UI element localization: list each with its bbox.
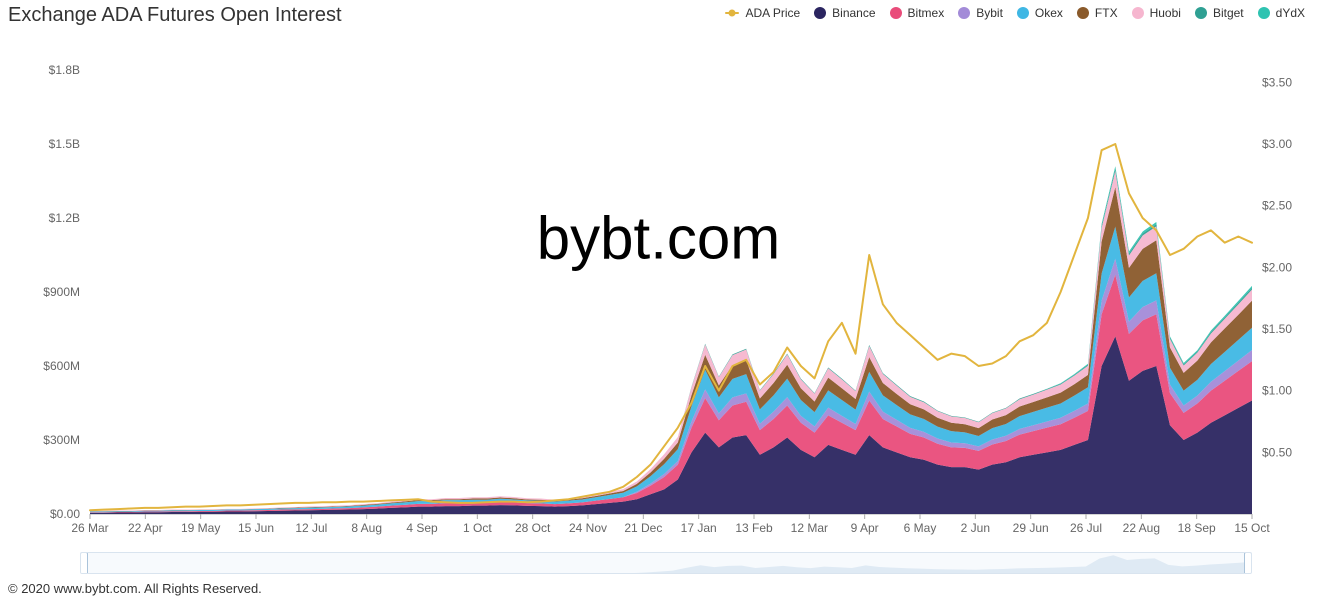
range-slider-handle-right[interactable]	[1244, 552, 1252, 574]
legend-swatch	[814, 7, 826, 19]
legend-swatch	[1077, 7, 1089, 19]
svg-text:$3.50: $3.50	[1262, 75, 1292, 89]
svg-text:$3.00: $3.00	[1262, 137, 1292, 151]
svg-text:24 Nov: 24 Nov	[569, 521, 607, 535]
svg-text:$900M: $900M	[43, 285, 80, 299]
legend-item-bybit[interactable]: Bybit	[958, 6, 1003, 20]
legend-label: Bybit	[976, 6, 1003, 20]
legend-item-binance[interactable]: Binance	[814, 6, 875, 20]
legend-item-ftx[interactable]: FTX	[1077, 6, 1118, 20]
svg-text:17 Jan: 17 Jan	[681, 521, 717, 535]
chart-svg: $0.00 $300M $600M $900M $1.2B $1.5B $1.8B $0.50…	[0, 30, 1317, 550]
svg-text:$1.2B: $1.2B	[49, 211, 80, 225]
svg-text:$0.00: $0.00	[50, 507, 80, 521]
legend-label: Okex	[1035, 6, 1063, 20]
svg-text:26 Mar: 26 Mar	[71, 521, 108, 535]
legend-label: ADA Price	[745, 6, 800, 20]
svg-text:6 May: 6 May	[904, 521, 937, 535]
chart-root: Exchange ADA Futures Open Interest ADA P…	[0, 0, 1317, 600]
svg-text:$2.50: $2.50	[1262, 199, 1292, 213]
legend-label: Bitget	[1213, 6, 1244, 20]
svg-text:29 Jun: 29 Jun	[1013, 521, 1049, 535]
svg-text:$1.00: $1.00	[1262, 384, 1292, 398]
svg-text:$0.50: $0.50	[1262, 445, 1292, 459]
svg-text:28 Oct: 28 Oct	[515, 521, 551, 535]
svg-text:15 Jun: 15 Jun	[238, 521, 274, 535]
legend-swatch	[1132, 7, 1144, 19]
svg-text:21 Dec: 21 Dec	[624, 521, 662, 535]
legend-swatch	[1258, 7, 1270, 19]
svg-text:2 Jun: 2 Jun	[961, 521, 990, 535]
svg-text:22 Apr: 22 Apr	[128, 521, 163, 535]
legend-label: Huobi	[1150, 6, 1181, 20]
legend-item-huobi[interactable]: Huobi	[1132, 6, 1181, 20]
legend-swatch	[958, 7, 970, 19]
legend-item-bitget[interactable]: Bitget	[1195, 6, 1244, 20]
legend-item-bitmex[interactable]: Bitmex	[890, 6, 945, 20]
svg-text:13 Feb: 13 Feb	[735, 521, 773, 535]
legend-item-okex[interactable]: Okex	[1017, 6, 1063, 20]
svg-text:8 Aug: 8 Aug	[351, 521, 382, 535]
range-slider-handle-left[interactable]	[80, 552, 88, 574]
svg-text:4 Sep: 4 Sep	[406, 521, 438, 535]
copyright-text: © 2020 www.bybt.com. All Rights Reserved…	[8, 581, 262, 596]
svg-text:$1.50: $1.50	[1262, 322, 1292, 336]
svg-text:18 Sep: 18 Sep	[1178, 521, 1216, 535]
svg-text:15 Oct: 15 Oct	[1234, 521, 1270, 535]
svg-text:26 Jul: 26 Jul	[1070, 521, 1102, 535]
svg-text:$1.8B: $1.8B	[49, 63, 80, 77]
legend-label: dYdX	[1276, 6, 1305, 20]
svg-text:22 Aug: 22 Aug	[1123, 521, 1160, 535]
legend-swatch	[890, 7, 902, 19]
legend: ADA Price Binance Bitmex Bybit Okex FTX Huobi B…	[725, 6, 1305, 20]
range-slider[interactable]	[80, 552, 1252, 574]
legend-item-dydx[interactable]: dYdX	[1258, 6, 1305, 20]
legend-label: Bitmex	[908, 6, 945, 20]
legend-item-ada-price[interactable]: ADA Price	[725, 6, 800, 20]
svg-text:1 Oct: 1 Oct	[463, 521, 492, 535]
svg-text:$1.5B: $1.5B	[49, 137, 80, 151]
range-slider-mini	[81, 553, 1251, 574]
legend-label: FTX	[1095, 6, 1118, 20]
legend-swatch	[1195, 7, 1207, 19]
chart-title: Exchange ADA Futures Open Interest	[8, 4, 342, 27]
svg-text:$600M: $600M	[43, 359, 80, 373]
svg-text:12 Jul: 12 Jul	[295, 521, 327, 535]
legend-label: Binance	[832, 6, 875, 20]
legend-swatch	[1017, 7, 1029, 19]
svg-text:9 Apr: 9 Apr	[851, 521, 879, 535]
chart-plot: $0.00 $300M $600M $900M $1.2B $1.5B $1.8B $0.50…	[0, 30, 1317, 550]
svg-text:$300M: $300M	[43, 433, 80, 447]
svg-text:$2.00: $2.00	[1262, 260, 1292, 274]
legend-swatch	[725, 12, 739, 14]
svg-text:12 Mar: 12 Mar	[791, 521, 828, 535]
svg-text:19 May: 19 May	[181, 521, 220, 535]
